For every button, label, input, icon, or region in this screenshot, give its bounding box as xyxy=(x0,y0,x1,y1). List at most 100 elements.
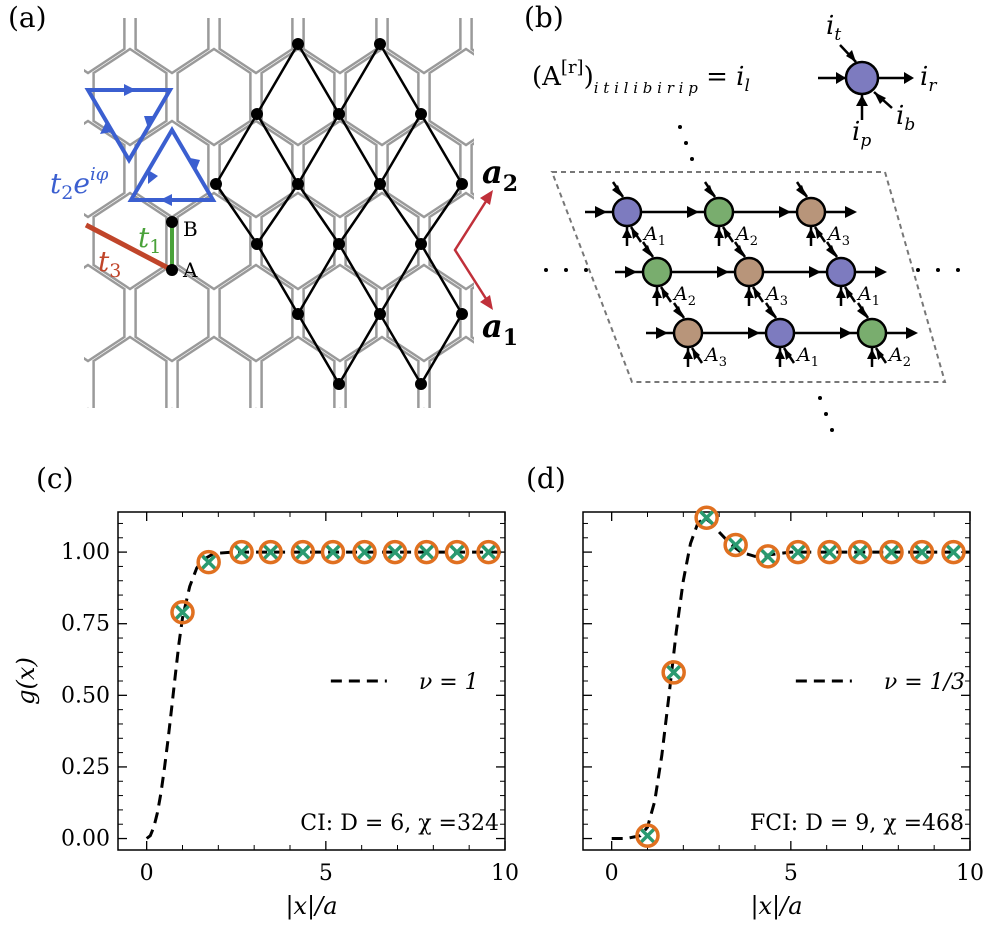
tn-arrow xyxy=(753,287,761,299)
diamond-node xyxy=(292,178,304,190)
marker-cross xyxy=(727,536,744,554)
diamond-edge xyxy=(255,113,300,185)
legend-label: ν = 1 xyxy=(419,670,479,695)
tn-arrow xyxy=(796,185,806,197)
marker-cross xyxy=(262,543,279,561)
index-r-label: ir xyxy=(920,62,937,96)
tn-arrow xyxy=(876,348,884,360)
diamond-edge xyxy=(378,313,423,385)
diamond-edge xyxy=(337,183,382,245)
data-marker xyxy=(170,600,195,625)
a2-label: a2 xyxy=(482,153,518,197)
data-marker xyxy=(723,532,748,558)
single-tensor-diagram xyxy=(818,44,914,120)
marker-cross xyxy=(913,543,931,561)
tn-arrow xyxy=(744,288,754,298)
tensor-label: A3 xyxy=(703,344,727,370)
diamond-node xyxy=(333,108,345,120)
data-marker xyxy=(258,539,283,565)
site-b-dot xyxy=(166,216,178,228)
tn-arrow xyxy=(652,288,662,298)
marker-ring xyxy=(635,823,660,848)
marker-cross xyxy=(294,543,312,561)
diamond-node xyxy=(292,38,304,50)
tn-arrow xyxy=(661,287,669,299)
diamond-edge xyxy=(419,183,464,245)
marker-ring xyxy=(258,539,283,565)
marker-cross xyxy=(698,509,715,526)
tensor-node xyxy=(733,256,765,288)
data-marker xyxy=(414,539,439,565)
y-tick-label: 0.25 xyxy=(61,755,110,780)
index-t-label: it xyxy=(826,11,841,45)
diamond-edge xyxy=(378,183,423,245)
tensor-node xyxy=(825,256,857,288)
diamond-edge xyxy=(214,183,259,245)
tn-arrow xyxy=(906,327,918,339)
curve-line xyxy=(145,550,505,840)
t3-label: t3 xyxy=(98,245,121,282)
tn-arrow xyxy=(717,266,729,278)
diamond-node xyxy=(456,178,468,190)
t2-arrowheads xyxy=(100,84,200,206)
tensor-definition: (A[r])i t i l i b i r i p = il xyxy=(532,57,750,97)
x-tick-label: 10 xyxy=(956,861,984,886)
diamond-node xyxy=(415,108,427,120)
diamond-node xyxy=(333,238,345,250)
diamond-edge xyxy=(419,113,464,185)
marker-cross xyxy=(851,543,869,561)
tn-arrow xyxy=(806,228,816,238)
diamond-node xyxy=(251,238,263,250)
tn-arrow xyxy=(867,349,877,359)
tn-arrow xyxy=(836,288,846,298)
tn-arrow xyxy=(656,327,668,339)
diamond-node xyxy=(292,308,304,320)
diamond-edge xyxy=(296,243,341,315)
lattice-vectors xyxy=(453,194,492,306)
tn-arrow xyxy=(748,327,760,339)
tensor-node xyxy=(611,196,643,228)
tensor-label: A2 xyxy=(672,283,696,309)
tn-arrow xyxy=(704,185,714,197)
diamond-edge xyxy=(378,43,423,115)
tn-arrow xyxy=(779,206,791,218)
tensor-node xyxy=(641,256,673,288)
t2-label: t2eiφ xyxy=(50,164,109,204)
diamond-edge xyxy=(337,243,382,315)
marker-ring xyxy=(694,505,719,530)
marker-ring xyxy=(661,660,686,685)
data-marker xyxy=(785,539,811,565)
marker-ring xyxy=(723,532,748,558)
data-marker xyxy=(635,823,660,848)
diamond-node xyxy=(251,108,263,120)
tensor-label: A1 xyxy=(795,344,819,370)
y-tick-label: 0.50 xyxy=(61,683,110,708)
tn-arrow xyxy=(845,206,857,218)
marker-cross xyxy=(356,543,373,561)
diamond-edge xyxy=(255,43,300,115)
data-marker xyxy=(694,505,719,530)
marker-ring xyxy=(847,539,873,565)
data-marker xyxy=(320,539,346,565)
a2-arrowhead xyxy=(480,190,493,205)
tn-arrow xyxy=(612,185,622,197)
tensor-label: A3 xyxy=(764,283,788,309)
marker-ring xyxy=(444,539,470,565)
marker-cross xyxy=(665,664,682,681)
diamond-edge xyxy=(419,313,464,385)
marker-cross xyxy=(821,543,838,561)
chart-c: 0 5 10 0.00 0.25 0.50 0.75 1.00 ν = 1 CI: D = 6, … xyxy=(12,511,519,921)
x-tick-label: 0 xyxy=(140,861,154,886)
site-a-dot xyxy=(166,264,178,276)
diamond-node xyxy=(374,178,386,190)
marker-cross xyxy=(200,553,217,571)
data-marker xyxy=(229,539,254,565)
diamond-edge xyxy=(378,113,423,185)
data-marker xyxy=(847,539,873,565)
diamond-node xyxy=(210,178,222,190)
data-marker xyxy=(382,539,408,565)
data-marker xyxy=(352,539,377,565)
tensor-node xyxy=(703,196,735,228)
data-marker xyxy=(941,539,966,565)
